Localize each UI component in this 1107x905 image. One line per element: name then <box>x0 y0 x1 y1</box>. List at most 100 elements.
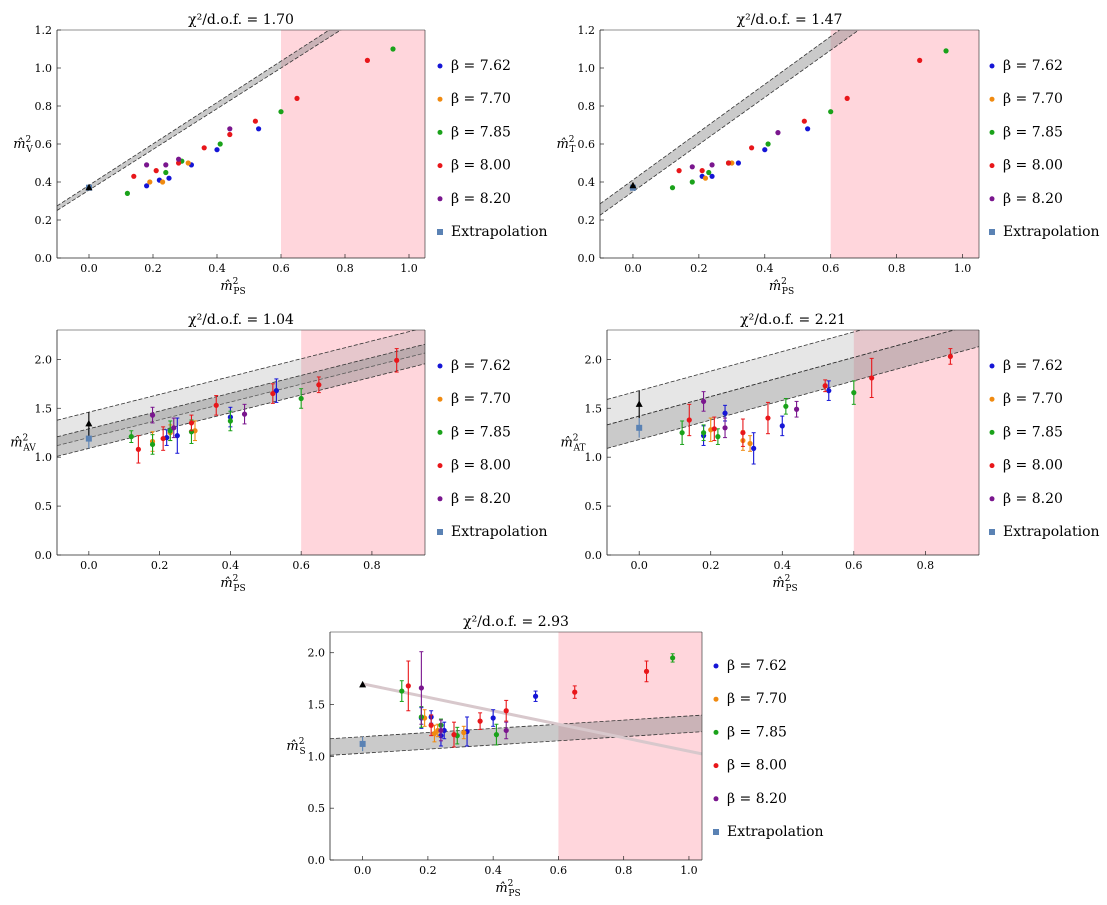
data-point-beta-8.00 <box>131 173 137 179</box>
data-point-beta-7.85 <box>124 190 130 196</box>
x-tick-label: 0.6 <box>822 262 840 275</box>
legend-marker-beta-7.62 <box>437 363 443 369</box>
legend-label: β = 7.70 <box>1003 91 1063 107</box>
x-tick-label: 0.8 <box>615 864 633 877</box>
legend-marker-beta-7.62 <box>989 63 995 69</box>
legend-label: β = 8.00 <box>1003 158 1063 174</box>
legend-marker-beta-8.00 <box>437 163 443 169</box>
plot-area <box>330 632 702 860</box>
data-point-beta-7.85 <box>670 655 676 661</box>
data-point-beta-7.85 <box>278 109 284 115</box>
y-tick-label: 0.6 <box>35 138 53 151</box>
plot-area <box>600 30 979 258</box>
data-point-beta-7.70 <box>160 179 166 185</box>
x-tick-label: 0.2 <box>702 559 720 572</box>
chart-title: χ²/d.o.f. = 1.47 <box>737 12 843 28</box>
panel-3: 0.0 0.2 0.4 0.6 0.8 0.0 0.5 1.0 1.5 2.0 χ²/d.o.f. … <box>10 312 547 594</box>
y-tick-label: 1.0 <box>35 451 53 464</box>
legend: β = 7.62 β = 7.70 β = 7.85 β = 8.00 β = 8.20… <box>713 658 824 840</box>
x-tick-label: 0.6 <box>550 864 568 877</box>
legend-label: Extrapolation <box>727 824 824 840</box>
extrapolation-point <box>636 424 643 431</box>
data-point-beta-7.62 <box>166 175 172 181</box>
y-tick-label: 2.0 <box>585 353 603 366</box>
data-point-beta-8.20 <box>709 162 715 168</box>
legend-label: β = 7.70 <box>451 391 511 407</box>
legend-marker-beta-7.85 <box>989 129 995 135</box>
fit-band-edge-lower <box>607 346 979 449</box>
data-point-beta-7.70 <box>185 160 191 166</box>
y-tick-label: 0.0 <box>35 252 53 265</box>
legend-marker-extrapolation <box>437 229 443 235</box>
x-axis-label: m̂2 PS <box>772 574 797 594</box>
legend-label: β = 7.70 <box>1003 391 1063 407</box>
x-tick-label: 0.2 <box>144 262 162 275</box>
x-tick-label: 0.0 <box>624 262 642 275</box>
legend-marker-beta-8.20 <box>989 496 995 502</box>
data-point-beta-7.85 <box>715 434 721 440</box>
data-point-beta-8.00 <box>822 383 828 389</box>
legend-label: Extrapolation <box>1003 224 1100 240</box>
legend-label: β = 8.00 <box>451 158 511 174</box>
data-point-beta-7.62 <box>779 423 785 429</box>
y-axis-label: m̂2 T <box>556 135 575 155</box>
data-point-beta-8.00 <box>428 722 434 728</box>
data-point-beta-8.00 <box>252 118 258 124</box>
data-point-beta-8.00 <box>725 160 732 166</box>
x-tick-label: 0.8 <box>336 262 354 275</box>
y-tick-label: 1.2 <box>578 24 596 37</box>
y-tick-label: 1.2 <box>35 24 53 37</box>
y-tick-label: 0.0 <box>35 549 53 562</box>
panel-2: 0.0 0.2 0.4 0.6 0.8 1.0 0.0 0.2 0.4 0.6 0.8 1.0 1.2 χ… <box>556 12 1100 297</box>
data-point-beta-8.00 <box>153 168 159 174</box>
legend-marker-beta-8.20 <box>437 496 443 502</box>
data-point-beta-8.20 <box>241 411 248 417</box>
fit-band-edge-upper <box>607 330 956 426</box>
legend: β = 7.62 β = 7.70 β = 7.85 β = 8.00 β = 8.20… <box>989 358 1100 540</box>
legend: β = 7.62 β = 7.70 β = 7.85 β = 8.00 β = 8.20… <box>437 58 548 240</box>
legend-label: β = 7.85 <box>727 724 787 740</box>
legend-label: β = 7.85 <box>1003 124 1063 140</box>
fit-band-upper-edge-upper <box>57 330 418 421</box>
legend-label: β = 7.85 <box>451 124 511 140</box>
data-point-beta-8.00 <box>405 683 411 689</box>
shaded-region <box>301 330 425 555</box>
data-point-beta-8.20 <box>149 412 156 418</box>
x-tick-label: 0.4 <box>484 864 502 877</box>
y-tick-label: 0.5 <box>308 802 326 815</box>
shaded-region <box>830 30 979 258</box>
legend-label: β = 7.85 <box>1003 424 1063 440</box>
legend-marker-beta-8.00 <box>437 463 443 469</box>
data-point-beta-7.62 <box>805 126 811 132</box>
legend-label: β = 8.00 <box>451 458 511 474</box>
y-tick-label: 0.4 <box>578 176 596 189</box>
data-point-beta-7.85 <box>390 46 396 52</box>
legend-label: Extrapolation <box>1003 524 1100 540</box>
x-tick-label: 0.0 <box>630 559 648 572</box>
x-tick-label: 0.6 <box>292 559 310 572</box>
data-point-beta-7.70 <box>431 730 438 737</box>
data-points <box>359 651 676 752</box>
data-point-beta-8.00 <box>176 160 182 166</box>
data-point-beta-7.85 <box>943 48 949 54</box>
data-point-beta-8.00 <box>643 668 650 674</box>
legend-label: β = 7.70 <box>727 691 787 707</box>
legend-marker-beta-8.20 <box>989 196 995 202</box>
data-point-beta-7.85 <box>679 430 685 436</box>
fit-band-upper <box>607 330 954 425</box>
legend-marker-beta-7.85 <box>989 429 995 435</box>
data-point-beta-8.00 <box>188 420 195 426</box>
chiral-point <box>629 181 637 189</box>
panel-4: 0.0 0.2 0.4 0.6 0.8 0.0 0.5 1.0 1.5 2.0 χ²/d.o.f. … <box>560 312 1100 594</box>
legend-marker-beta-7.70 <box>713 696 719 702</box>
data-point-beta-7.62 <box>214 147 220 153</box>
legend-label: β = 8.20 <box>1003 191 1063 207</box>
legend-label: β = 8.00 <box>727 758 787 774</box>
x-axis-label: m̂2 PS <box>769 277 794 297</box>
data-point-beta-7.70 <box>702 175 709 181</box>
fit-band-edge-lower <box>57 30 342 211</box>
legend-label: β = 7.62 <box>451 358 511 374</box>
chart-title: χ²/d.o.f. = 2.93 <box>463 614 569 630</box>
x-tick-label: 1.0 <box>680 864 698 877</box>
